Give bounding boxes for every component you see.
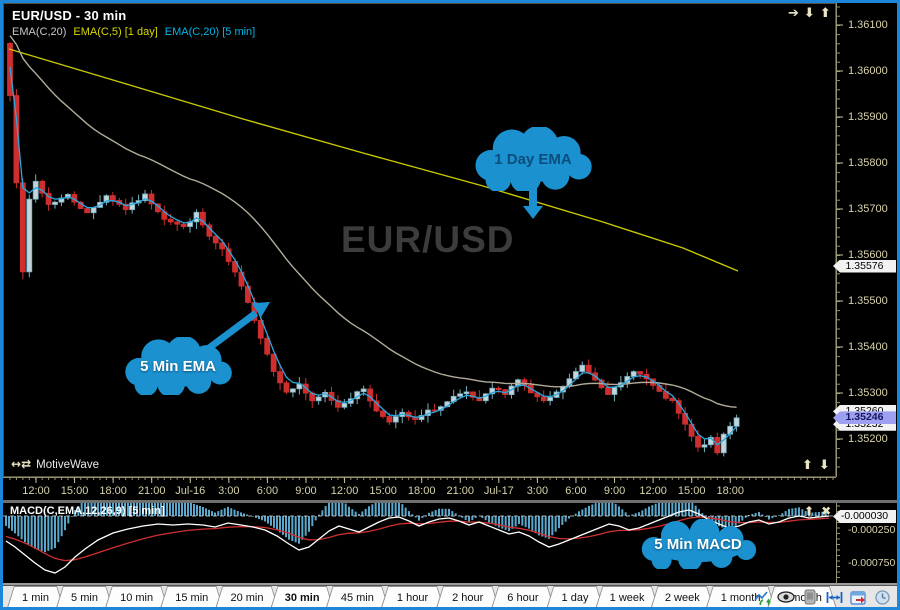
instrument-watermark: EUR/USD (341, 219, 515, 260)
tab-10-min[interactable]: 10 min (105, 586, 168, 608)
time-tick-label: 6:00 (257, 485, 278, 497)
pan-right-icon[interactable]: ➔ (788, 6, 799, 21)
ema-5min-line (9, 66, 738, 446)
time-tick-label: 12:00 (639, 485, 667, 497)
chart-scroll-controls: ➔ ⬇ ⬆ (788, 7, 831, 20)
panel-divider (3, 583, 897, 585)
time-tick-label: 12:00 (22, 485, 50, 497)
tab-1-week[interactable]: 1 week (596, 586, 659, 608)
panel-divider[interactable] (3, 500, 897, 503)
time-tick-label: 15:00 (678, 485, 706, 497)
macd-signal-line (5, 516, 830, 562)
price-tick-label: 1.35200 (848, 433, 888, 445)
main-chart-panel[interactable]: EUR/USD EUR/USD - 30 min EMA(C,20) EMA(C,… (3, 3, 897, 477)
chart-title: EUR/USD - 30 min (12, 8, 127, 23)
candlestick-chart[interactable] (3, 3, 836, 477)
macd-indicator-label[interactable]: MACD(C,EMA,12,26,9) [5 min] (10, 505, 165, 517)
time-tick-label: Jul-16 (175, 485, 205, 497)
time-tick-label: 6:00 (565, 485, 586, 497)
price-tick-label: 1.35700 (848, 203, 888, 215)
macd-line (5, 509, 830, 574)
macd-value-badge: -0.000030 (833, 510, 896, 523)
tab-20-min[interactable]: 20 min (215, 586, 278, 608)
clock-icon[interactable] (873, 589, 891, 606)
branding-icons: ↔⇄ (11, 458, 31, 471)
time-tick-label: 3:00 (527, 485, 548, 497)
indicator-label[interactable]: EMA(C,20) (12, 26, 67, 38)
ema-20-line (9, 35, 737, 408)
price-tick-label: 1.36000 (848, 65, 888, 77)
scroll-down-icon[interactable]: ⬇ (803, 6, 815, 21)
tab-30-min[interactable]: 30 min (271, 586, 334, 608)
time-tick-label: 21:00 (138, 485, 166, 497)
price-tick-label: 1.35900 (848, 111, 888, 123)
price-tick-label: 1.35300 (848, 387, 888, 399)
chart-scroll-controls-bottom: ⬆ ⬇ (802, 459, 830, 472)
time-tick-label: 18:00 (408, 485, 436, 497)
tab-1-hour[interactable]: 1 hour (381, 586, 444, 608)
mobile-icon[interactable] (801, 589, 819, 606)
expand-horizontal-icon[interactable]: ↔ (11, 457, 22, 471)
time-tick-label: 12:00 (331, 485, 359, 497)
close-icon[interactable]: ✖ (821, 504, 832, 518)
time-tick-label: 21:00 (447, 485, 475, 497)
time-tick-label: 18:00 (716, 485, 744, 497)
macd-value-axis: -0.000030 -0.000250 -0.000750 (833, 503, 897, 583)
time-tick-label: Jul-17 (484, 485, 514, 497)
chart-title-block: EUR/USD - 30 min (12, 8, 126, 23)
indicator-labels: EMA(C,20) EMA(C,5) [1 day] EMA(C,20) [5 mi… (12, 26, 262, 38)
time-tick-label: 15:00 (369, 485, 397, 497)
scroll-up-icon[interactable]: ⬆ (819, 6, 831, 21)
tab-6-hour[interactable]: 6 hour (491, 586, 554, 608)
scroll-up-icon[interactable]: ⬆ (804, 504, 815, 518)
time-tick-label: 3:00 (218, 485, 239, 497)
tab-1-day[interactable]: 1 day (547, 586, 604, 608)
price-badge: 1.35246 (833, 411, 896, 425)
time-tick-label: 18:00 (99, 485, 127, 497)
price-tick-label: 1.35400 (848, 341, 888, 353)
tab-2-week[interactable]: 2 week (651, 586, 714, 608)
price-tick-label: 1.35600 (848, 249, 888, 261)
price-tick-label: 1.35800 (848, 157, 888, 169)
time-tick-label: 9:00 (604, 485, 625, 497)
macd-axis-label: -0.000750 (848, 557, 896, 569)
time-tick-label: 15:00 (61, 485, 89, 497)
macd-panel[interactable]: MACD(C,EMA,12,26,9) [5 min] ⬆ ✖ -0.000030… (3, 503, 897, 583)
tab-5-min[interactable]: 5 min (56, 586, 113, 608)
tab-1-min[interactable]: 1 min (7, 586, 64, 608)
chart-refresh-icon[interactable] (753, 589, 771, 606)
macd-panel-controls: ⬆ ✖ (804, 505, 831, 517)
price-tick-label: 1.36100 (848, 19, 888, 31)
bottom-toolbar (753, 586, 891, 607)
tab-15-min[interactable]: 15 min (160, 586, 223, 608)
price-axis[interactable]: 1.36100 1.36000 1.35900 1.35800 1.35700 1.356… (833, 3, 897, 477)
timeframe-tab-bar: 1 min 5 min 10 min 15 min 20 min 30 min 45 min… (3, 585, 897, 607)
time-tick-label: 9:00 (295, 485, 316, 497)
ema-1day-line (8, 48, 739, 272)
tab-2-hour[interactable]: 2 hour (436, 586, 499, 608)
macd-axis-label: -0.000250 (848, 524, 896, 536)
indicator-label[interactable]: EMA(C,20) [5 min] (164, 26, 256, 38)
compress-horizontal-icon[interactable]: ⇄ (21, 457, 32, 471)
macd-histogram (5, 503, 827, 553)
time-axis[interactable]: 12:00 15:00 18:00 21:00 Jul-16 3:00 6:00 9:00 12… (3, 477, 897, 500)
branding-text: MotiveWave (36, 458, 99, 471)
indicator-label[interactable]: EMA(C,5) [1 day] (73, 26, 158, 38)
bar-width-icon[interactable] (825, 589, 843, 606)
scroll-down-icon[interactable]: ⬇ (818, 458, 830, 473)
price-badge: 1.35576 (833, 259, 896, 273)
tab-1-month[interactable]: 1 month (706, 586, 775, 608)
scroll-up-icon[interactable]: ⬆ (802, 458, 813, 473)
eye-icon[interactable] (777, 589, 795, 606)
calendar-icon[interactable] (849, 589, 867, 606)
price-tick-label: 1.35500 (848, 295, 888, 307)
tab-45-min[interactable]: 45 min (326, 586, 389, 608)
branding: ↔⇄ MotiveWave (11, 458, 99, 471)
